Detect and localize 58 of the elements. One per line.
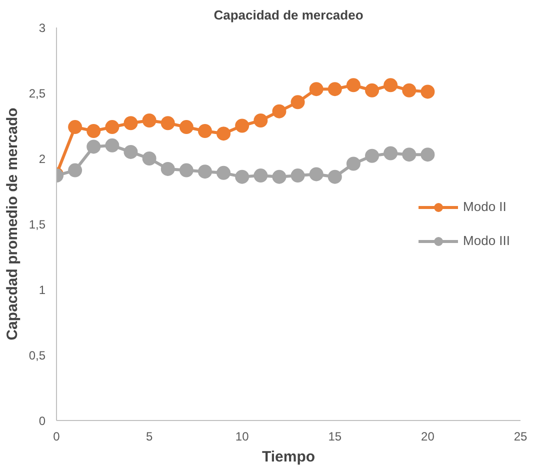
point <box>346 156 360 171</box>
point <box>142 114 156 128</box>
point <box>198 124 212 138</box>
point <box>142 152 156 166</box>
point <box>198 164 212 179</box>
x-tick-label: 15 <box>328 430 342 444</box>
point <box>272 104 286 118</box>
x-tick-label: 10 <box>235 430 250 444</box>
point <box>254 168 268 183</box>
y-tick-label: 2 <box>38 152 46 166</box>
y-tick-label: 3 <box>38 21 46 35</box>
point <box>402 148 416 162</box>
point <box>216 166 231 180</box>
point <box>309 82 324 96</box>
x-axis-title: Tiempo <box>262 448 316 466</box>
point <box>384 146 398 160</box>
x-tick-label: 25 <box>514 430 528 444</box>
point <box>160 162 175 176</box>
point <box>235 170 250 184</box>
point <box>235 118 250 133</box>
point <box>124 144 138 159</box>
point <box>365 83 380 98</box>
point <box>105 120 120 134</box>
y-tick-label: 1,5 <box>28 218 46 232</box>
legend-label: Modo III <box>463 233 510 248</box>
point <box>124 116 138 130</box>
point <box>402 83 416 98</box>
point <box>420 84 435 99</box>
x-tick-label: 0 <box>53 430 60 444</box>
point <box>272 170 286 184</box>
point <box>216 126 231 141</box>
y-axis-title: Capacdad promedio de mercado <box>4 108 21 340</box>
point <box>328 170 342 184</box>
point <box>290 168 305 183</box>
y-tick-label: 2,5 <box>28 86 46 100</box>
point <box>86 124 101 138</box>
point <box>68 120 82 134</box>
point <box>420 148 435 162</box>
y-tick-label: 1 <box>38 283 46 297</box>
legend-label: Modo II <box>463 199 506 214</box>
x-tick-label: 5 <box>146 430 153 444</box>
point <box>384 78 398 92</box>
y-tick-label: 0 <box>38 414 46 428</box>
chart-title: Capacidad de mercadeo <box>214 8 364 22</box>
point <box>68 163 82 178</box>
point <box>179 163 194 178</box>
point <box>105 138 120 152</box>
point <box>328 82 342 96</box>
point <box>346 78 360 92</box>
x-tick-label: 20 <box>421 430 435 444</box>
point <box>160 116 175 130</box>
point <box>254 114 268 128</box>
y-tick-label: 0,5 <box>28 348 46 362</box>
point <box>309 167 324 182</box>
point <box>365 148 380 163</box>
point <box>290 95 305 110</box>
point <box>86 140 101 154</box>
point <box>179 120 194 134</box>
